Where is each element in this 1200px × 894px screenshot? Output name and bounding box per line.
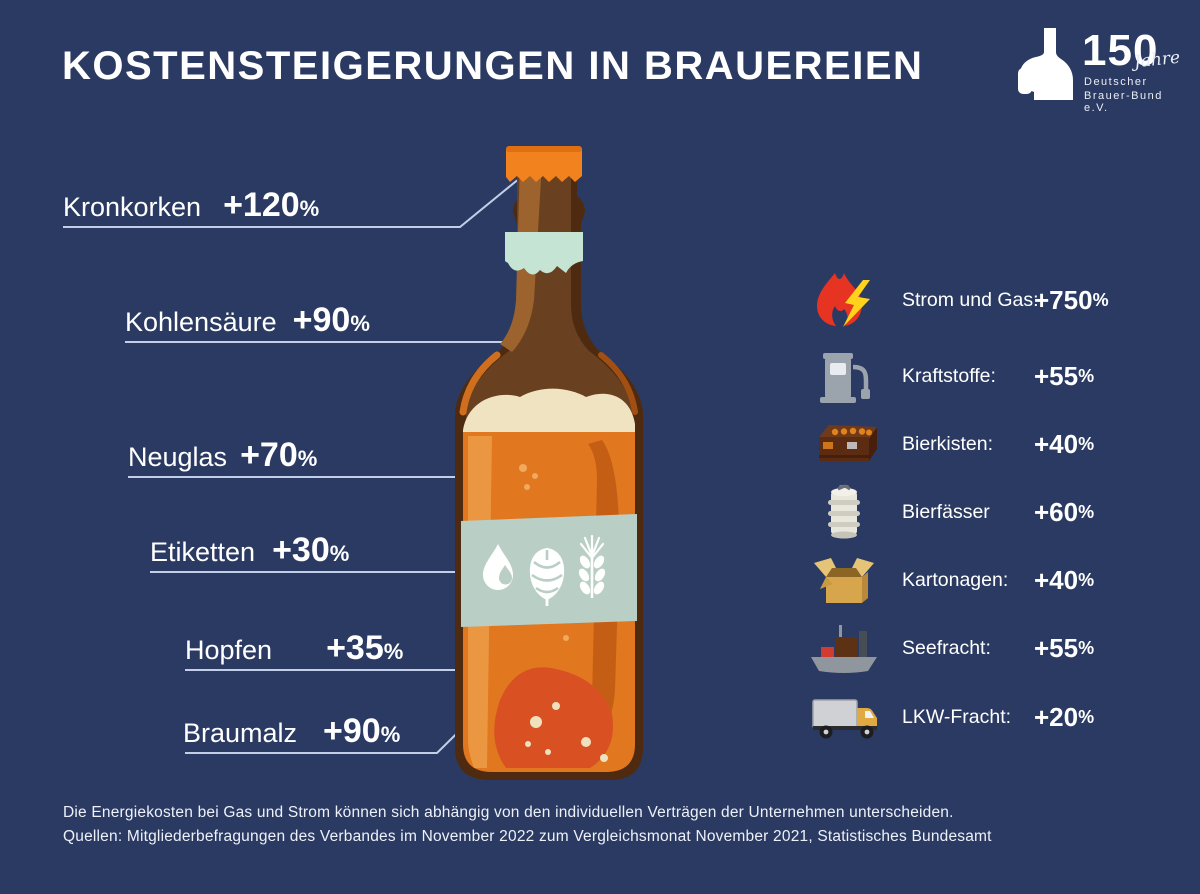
brauer-bund-logo: 150 Jahre Deutscher Brauer-Bund e.V. bbox=[1018, 24, 1188, 114]
callout-value: +30 bbox=[272, 531, 330, 569]
side-item-value: +60 bbox=[1034, 496, 1079, 527]
side-item-value: +20 bbox=[1034, 701, 1079, 732]
hop-icon bbox=[529, 548, 565, 606]
side-item-unit: % bbox=[1078, 569, 1095, 590]
leader-line-kronkorken bbox=[63, 168, 532, 228]
logo-org-line2: Brauer-Bund e.V. bbox=[1084, 90, 1163, 114]
callout-kohlensaeure: Kohlensäure +90 % bbox=[125, 301, 370, 340]
side-item-label: Kraftstoffe: bbox=[902, 364, 996, 387]
wheat-icon bbox=[578, 534, 606, 598]
callout-label: Etiketten bbox=[150, 537, 256, 567]
side-item-strom-und-gas: Strom und Gas: +750 % bbox=[802, 270, 1109, 330]
side-item-value: +750 bbox=[1034, 284, 1093, 315]
callout-unit: % bbox=[350, 311, 370, 336]
cargo-ship-icon bbox=[802, 618, 886, 678]
side-item-value: +40 bbox=[1034, 428, 1079, 459]
side-item-value: +40 bbox=[1034, 564, 1079, 595]
fuel-pump-icon bbox=[802, 346, 886, 406]
side-item-kartonagen: Kartonagen: +40 % bbox=[802, 550, 1094, 610]
side-item-label: LKW-Fracht: bbox=[902, 705, 1012, 728]
page-title: KOSTENSTEIGERUNGEN IN BRAUEREIEN bbox=[62, 44, 924, 88]
side-item-seefracht: Seefracht: +55 % bbox=[802, 618, 1094, 678]
side-item-label: Bierfässer bbox=[902, 500, 990, 523]
callout-unit: % bbox=[380, 722, 401, 747]
footnote-energy: Die Energiekosten bei Gas und Strom könn… bbox=[63, 804, 954, 821]
callout-hopfen: Hopfen +35 % bbox=[185, 629, 403, 668]
logo-org-line1: Deutscher bbox=[1084, 76, 1148, 88]
bottle-shoulder-rim-left bbox=[459, 351, 501, 416]
callout-label: Neuglas bbox=[128, 442, 228, 472]
callout-braumalz: Braumalz +90 % bbox=[183, 712, 400, 751]
callout-value: +70 bbox=[240, 436, 298, 474]
side-item-unit: % bbox=[1078, 501, 1095, 522]
side-item-unit: % bbox=[1092, 289, 1109, 310]
side-item-unit: % bbox=[1078, 433, 1095, 454]
side-item-lkw-fracht: LKW-Fracht: +20 % bbox=[802, 687, 1094, 747]
truck-icon bbox=[802, 687, 886, 747]
side-item-label: Kartonagen: bbox=[902, 568, 1009, 591]
side-item-unit: % bbox=[1078, 637, 1095, 658]
side-item-unit: % bbox=[1078, 365, 1095, 386]
callout-value: +90 bbox=[323, 712, 381, 750]
bottle-shoulder-rim-right bbox=[598, 352, 638, 415]
bottle-neck bbox=[466, 160, 632, 425]
callout-unit: % bbox=[329, 541, 350, 566]
side-item-value: +55 bbox=[1034, 632, 1079, 663]
beer-bubbles bbox=[525, 702, 608, 762]
beer-bottle bbox=[455, 146, 643, 780]
callout-label: Kronkorken bbox=[63, 192, 202, 222]
neck-band bbox=[505, 232, 583, 275]
callout-value: +90 bbox=[292, 301, 351, 339]
brew-kettle-icon bbox=[1018, 28, 1073, 100]
callout-value: +120 bbox=[223, 186, 300, 224]
footnote-sources: Quellen: Mitgliederbefragungen des Verba… bbox=[63, 828, 992, 845]
water-drop-icon bbox=[483, 544, 513, 590]
callout-etiketten: Etiketten +30 % bbox=[150, 531, 349, 570]
beer-crate-icon bbox=[802, 414, 886, 474]
side-item-kraftstoffe: Kraftstoffe: +55 % bbox=[802, 346, 1094, 406]
logo-jahre: Jahre bbox=[1133, 47, 1182, 73]
callout-neuglas: Neuglas +70 % bbox=[128, 436, 317, 475]
side-item-label: Seefracht: bbox=[902, 636, 991, 659]
side-item-value: +55 bbox=[1034, 360, 1079, 391]
cardboard-box-icon bbox=[802, 550, 886, 610]
beer-bubbles-upper bbox=[519, 464, 569, 641]
callout-label: Braumalz bbox=[183, 718, 298, 748]
callout-kronkorken: Kronkorken +120 % bbox=[63, 186, 319, 225]
callout-label: Kohlensäure bbox=[125, 307, 277, 337]
beer-foam bbox=[463, 388, 635, 438]
crown-cap bbox=[506, 146, 582, 182]
side-item-label: Strom und Gas: bbox=[902, 288, 1039, 311]
energy-flame-bolt-icon bbox=[802, 270, 886, 330]
beer-keg-icon bbox=[802, 482, 886, 542]
callout-unit: % bbox=[297, 446, 318, 471]
callout-value: +35 bbox=[326, 629, 384, 667]
callout-unit: % bbox=[299, 196, 320, 221]
callout-label: Hopfen bbox=[185, 635, 273, 665]
callout-unit: % bbox=[383, 639, 404, 664]
side-item-unit: % bbox=[1078, 706, 1095, 727]
side-item-bierfaesser: Bierfässer +60 % bbox=[802, 482, 1094, 542]
side-item-label: Bierkisten: bbox=[902, 432, 994, 455]
side-item-bierkisten: Bierkisten: +40 % bbox=[802, 414, 1094, 474]
logo-150: 150 bbox=[1082, 26, 1159, 75]
